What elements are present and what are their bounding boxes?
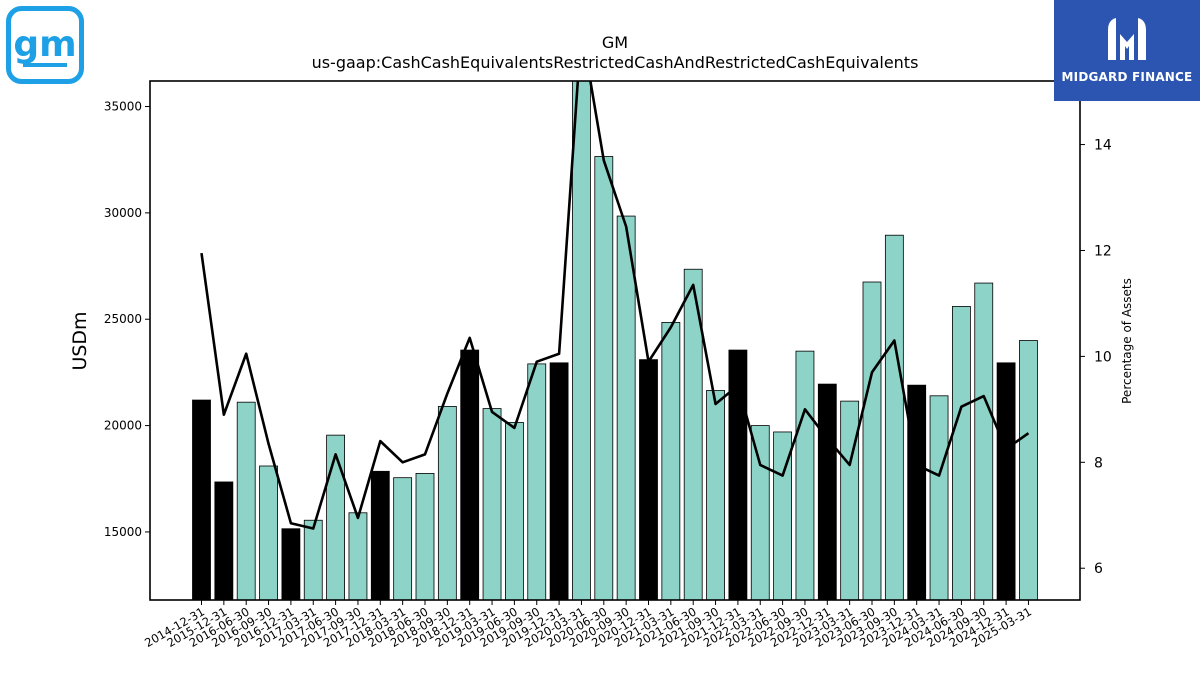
chart-subtitle: us-gaap:CashCashEquivalentsRestrictedCas… bbox=[312, 53, 919, 72]
y-tick-label: 30000 bbox=[104, 206, 142, 220]
y-tick-label: 25000 bbox=[104, 312, 142, 326]
bar bbox=[1019, 340, 1038, 601]
bar bbox=[527, 363, 547, 601]
bar bbox=[750, 425, 770, 601]
y-tick-label: 35000 bbox=[104, 100, 142, 114]
bar bbox=[840, 400, 860, 601]
bar bbox=[594, 156, 614, 601]
bar bbox=[996, 362, 1016, 601]
bar bbox=[482, 408, 502, 601]
bar bbox=[952, 306, 971, 601]
bar bbox=[214, 481, 234, 601]
brand-name: MIDGARD FINANCE bbox=[1061, 70, 1193, 84]
y2-tick-label: 14 bbox=[1094, 138, 1112, 154]
chart-title: GM bbox=[602, 33, 628, 52]
brand-mark-icon bbox=[1108, 18, 1146, 60]
bar bbox=[974, 282, 994, 601]
bar bbox=[706, 390, 725, 601]
bar bbox=[348, 512, 368, 601]
bar bbox=[259, 465, 278, 601]
bar bbox=[415, 473, 435, 601]
gm-logo-text: gm bbox=[13, 24, 76, 65]
bar bbox=[929, 395, 949, 601]
bar bbox=[460, 349, 480, 601]
bar bbox=[236, 401, 256, 601]
y2-tick-label: 12 bbox=[1094, 243, 1112, 259]
y2-tick-label: 8 bbox=[1094, 455, 1103, 471]
y-tick-label: 20000 bbox=[104, 419, 142, 433]
gm-logo: gm bbox=[6, 6, 84, 84]
bar bbox=[192, 399, 211, 601]
plot-frame bbox=[149, 80, 1081, 601]
bar bbox=[616, 215, 636, 601]
bar bbox=[884, 234, 904, 601]
bar bbox=[907, 384, 927, 601]
bar bbox=[862, 281, 882, 601]
bar bbox=[370, 470, 390, 601]
bar bbox=[326, 434, 346, 601]
y2-tick-label: 6 bbox=[1094, 561, 1103, 577]
bar bbox=[303, 519, 323, 601]
bar bbox=[281, 528, 301, 601]
bar bbox=[437, 406, 457, 601]
bar bbox=[795, 350, 815, 601]
bar bbox=[639, 359, 658, 601]
bar bbox=[572, 80, 591, 601]
y-tick-label: 15000 bbox=[104, 525, 142, 539]
y2-tick-label: 10 bbox=[1094, 349, 1112, 365]
line-series bbox=[200, 81, 1030, 530]
y-axis-label: USDm bbox=[69, 311, 91, 370]
bar bbox=[549, 362, 569, 601]
bar bbox=[817, 383, 837, 601]
y2-axis-label: Percentage of Assets bbox=[1120, 278, 1134, 404]
bar bbox=[504, 421, 524, 601]
bar bbox=[393, 477, 413, 601]
bar bbox=[661, 322, 681, 601]
brand-badge: MIDGARD FINANCE bbox=[1054, 0, 1200, 101]
